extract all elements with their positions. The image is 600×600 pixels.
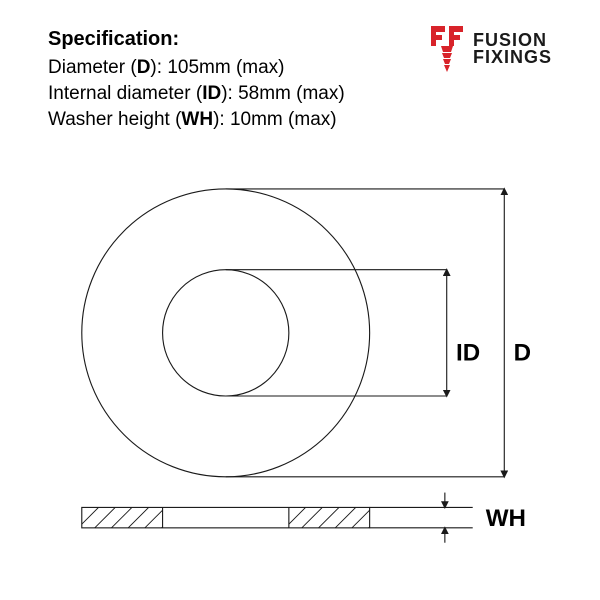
washer-top-view (82, 189, 370, 477)
logo-line2: FIXINGS (473, 49, 552, 66)
spec-label: Diameter (48, 57, 125, 78)
washer-side-view (82, 507, 370, 527)
logo-text: FUSION FIXINGS (473, 32, 552, 66)
spec-value: 10mm (max) (230, 109, 337, 130)
spec-block: Specification: Diameter (D): 105mm (max)… (48, 28, 345, 135)
spec-code: D (137, 57, 151, 78)
spec-value: 105mm (max) (167, 57, 284, 78)
spec-value: 58mm (max) (238, 83, 345, 104)
spec-title: Specification: (48, 28, 345, 51)
svg-text:D: D (514, 340, 531, 367)
logo-screw-icon (427, 26, 467, 72)
spec-line-internal-diameter: Internal diameter (ID): 58mm (max) (48, 83, 345, 105)
spec-label: Washer height (48, 109, 170, 130)
spec-line-diameter: Diameter (D): 105mm (max) (48, 57, 345, 79)
dimension-lines: D ID WH (226, 189, 531, 543)
svg-text:WH: WH (486, 505, 526, 532)
spec-code: WH (181, 109, 213, 130)
svg-text:ID: ID (456, 340, 480, 367)
spec-label: Internal diameter (48, 83, 191, 104)
washer-diagram: D ID WH (40, 160, 560, 580)
spec-code: ID (202, 83, 221, 104)
brand-logo: FUSION FIXINGS (427, 26, 552, 72)
spec-line-washer-height: Washer height (WH): 10mm (max) (48, 109, 345, 131)
